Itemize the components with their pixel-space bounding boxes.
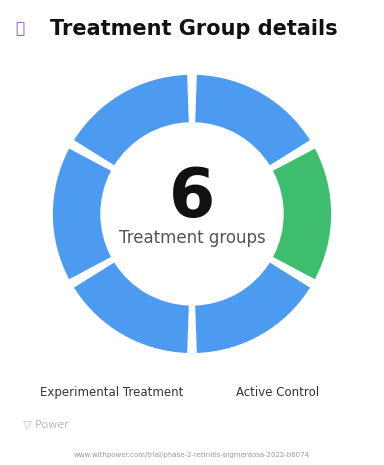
Wedge shape [53, 149, 111, 279]
Wedge shape [74, 263, 189, 353]
Wedge shape [195, 263, 310, 353]
Text: Treatment Group details: Treatment Group details [50, 19, 338, 39]
Wedge shape [195, 75, 310, 165]
Text: www.withpower.com/trial/phase-2-retinitis-pigmentosa-2022-b6074: www.withpower.com/trial/phase-2-retiniti… [74, 452, 310, 458]
Text: 6: 6 [169, 165, 215, 231]
Text: 👥: 👥 [15, 21, 25, 36]
Text: Experimental Treatment: Experimental Treatment [40, 386, 184, 399]
Wedge shape [273, 149, 331, 279]
Wedge shape [74, 75, 189, 165]
Text: ▽ Power: ▽ Power [23, 419, 69, 429]
Text: Active Control: Active Control [236, 386, 319, 399]
Text: Treatment groups: Treatment groups [119, 229, 265, 246]
